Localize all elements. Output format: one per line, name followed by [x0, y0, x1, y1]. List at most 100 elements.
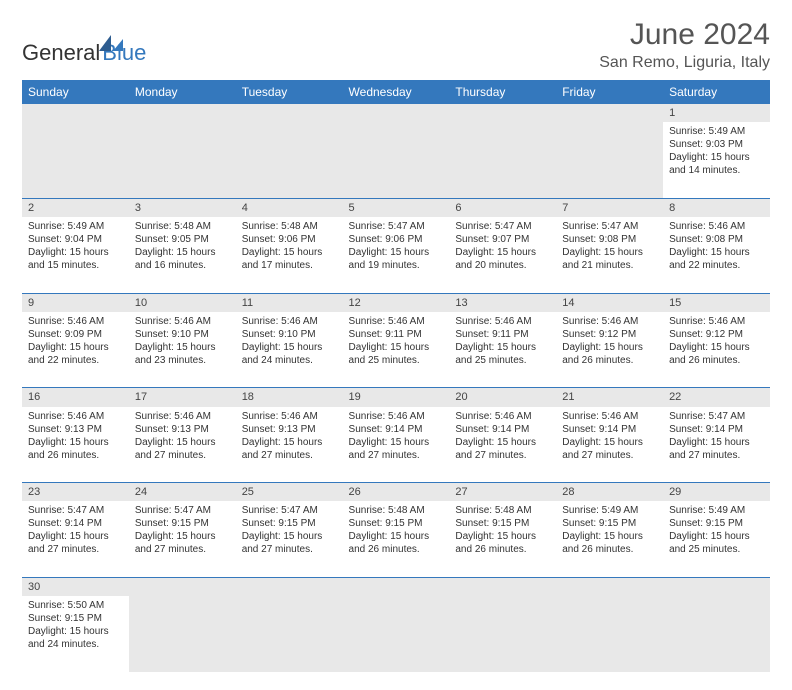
- day-details: Sunrise: 5:47 AMSunset: 9:14 PMDaylight:…: [28, 504, 123, 556]
- day-number-cell: 28: [556, 483, 663, 502]
- sunset: Sunset: 9:10 PM: [135, 328, 230, 341]
- day-number: 10: [135, 297, 147, 309]
- day-number-cell: [449, 577, 556, 596]
- location: San Remo, Liguria, Italy: [599, 54, 770, 72]
- day-number-cell: 25: [236, 483, 343, 502]
- day-number-cell: 21: [556, 388, 663, 407]
- day-number: 23: [28, 486, 40, 498]
- day-number-row: 30: [22, 577, 770, 596]
- day-number-cell: 12: [343, 293, 450, 312]
- day-number: 1: [669, 107, 675, 119]
- sunrise: Sunrise: 5:46 AM: [562, 410, 657, 423]
- day-number: 20: [455, 391, 467, 403]
- day-number-cell: 23: [22, 483, 129, 502]
- sunset: Sunset: 9:03 PM: [669, 138, 764, 151]
- month-title: June 2024: [599, 18, 770, 52]
- day-number: 18: [242, 391, 254, 403]
- sunset: Sunset: 9:13 PM: [242, 423, 337, 436]
- day-cell: [343, 122, 450, 198]
- sunset: Sunset: 9:15 PM: [455, 517, 550, 530]
- sunrise: Sunrise: 5:46 AM: [349, 410, 444, 423]
- day-details: Sunrise: 5:47 AMSunset: 9:06 PMDaylight:…: [349, 220, 444, 272]
- sunrise: Sunrise: 5:46 AM: [562, 315, 657, 328]
- day-cell: Sunrise: 5:46 AMSunset: 9:13 PMDaylight:…: [22, 407, 129, 483]
- day-number: 28: [562, 486, 574, 498]
- day-cell: [236, 596, 343, 672]
- day-number-row: 2345678: [22, 198, 770, 217]
- day-number-row: 9101112131415: [22, 293, 770, 312]
- sunrise: Sunrise: 5:50 AM: [28, 599, 123, 612]
- sunrise: Sunrise: 5:47 AM: [135, 504, 230, 517]
- day-cell: Sunrise: 5:46 AMSunset: 9:13 PMDaylight:…: [236, 407, 343, 483]
- day-number: 21: [562, 391, 574, 403]
- sunset: Sunset: 9:08 PM: [669, 233, 764, 246]
- daylight: Daylight: 15 hours and 27 minutes.: [242, 530, 337, 556]
- sunrise: Sunrise: 5:47 AM: [28, 504, 123, 517]
- sail-icon: [97, 33, 125, 53]
- day-details: Sunrise: 5:48 AMSunset: 9:15 PMDaylight:…: [455, 504, 550, 556]
- daylight: Daylight: 15 hours and 23 minutes.: [135, 341, 230, 367]
- day-number-cell: 20: [449, 388, 556, 407]
- logo-text-1: General: [22, 40, 100, 66]
- day-number-cell: [556, 577, 663, 596]
- day-number-cell: [236, 577, 343, 596]
- day-number-cell: [449, 104, 556, 122]
- sunset: Sunset: 9:06 PM: [349, 233, 444, 246]
- day-cell: [663, 596, 770, 672]
- day-cell: Sunrise: 5:48 AMSunset: 9:15 PMDaylight:…: [343, 501, 450, 577]
- daylight: Daylight: 15 hours and 20 minutes.: [455, 246, 550, 272]
- day-number-cell: 3: [129, 198, 236, 217]
- day-number-cell: 13: [449, 293, 556, 312]
- day-details: Sunrise: 5:46 AMSunset: 9:11 PMDaylight:…: [455, 315, 550, 367]
- day-number-cell: [236, 104, 343, 122]
- day-cell: Sunrise: 5:46 AMSunset: 9:10 PMDaylight:…: [236, 312, 343, 388]
- daylight: Daylight: 15 hours and 27 minutes.: [242, 436, 337, 462]
- weekday-header: Wednesday: [343, 80, 450, 104]
- day-details: Sunrise: 5:46 AMSunset: 9:14 PMDaylight:…: [349, 410, 444, 462]
- day-number-cell: 8: [663, 198, 770, 217]
- day-number-cell: 14: [556, 293, 663, 312]
- day-details: Sunrise: 5:47 AMSunset: 9:14 PMDaylight:…: [669, 410, 764, 462]
- day-cell: Sunrise: 5:48 AMSunset: 9:15 PMDaylight:…: [449, 501, 556, 577]
- day-number: 3: [135, 202, 141, 214]
- week-row: Sunrise: 5:46 AMSunset: 9:13 PMDaylight:…: [22, 407, 770, 483]
- day-details: Sunrise: 5:46 AMSunset: 9:14 PMDaylight:…: [455, 410, 550, 462]
- day-number: 29: [669, 486, 681, 498]
- day-number: 19: [349, 391, 361, 403]
- day-number: 9: [28, 297, 34, 309]
- day-details: Sunrise: 5:46 AMSunset: 9:10 PMDaylight:…: [135, 315, 230, 367]
- day-cell: Sunrise: 5:49 AMSunset: 9:04 PMDaylight:…: [22, 217, 129, 293]
- day-number-row: 23242526272829: [22, 483, 770, 502]
- day-details: Sunrise: 5:46 AMSunset: 9:11 PMDaylight:…: [349, 315, 444, 367]
- day-number-cell: [663, 577, 770, 596]
- daylight: Daylight: 15 hours and 15 minutes.: [28, 246, 123, 272]
- sunset: Sunset: 9:14 PM: [455, 423, 550, 436]
- day-number-cell: 11: [236, 293, 343, 312]
- daylight: Daylight: 15 hours and 26 minutes.: [455, 530, 550, 556]
- day-cell: [556, 596, 663, 672]
- sunset: Sunset: 9:15 PM: [349, 517, 444, 530]
- sunset: Sunset: 9:14 PM: [349, 423, 444, 436]
- day-details: Sunrise: 5:46 AMSunset: 9:12 PMDaylight:…: [669, 315, 764, 367]
- day-number-cell: 10: [129, 293, 236, 312]
- day-details: Sunrise: 5:48 AMSunset: 9:06 PMDaylight:…: [242, 220, 337, 272]
- day-details: Sunrise: 5:49 AMSunset: 9:15 PMDaylight:…: [669, 504, 764, 556]
- day-cell: Sunrise: 5:46 AMSunset: 9:14 PMDaylight:…: [343, 407, 450, 483]
- day-number: 2: [28, 202, 34, 214]
- daylight: Daylight: 15 hours and 27 minutes.: [455, 436, 550, 462]
- day-cell: Sunrise: 5:47 AMSunset: 9:07 PMDaylight:…: [449, 217, 556, 293]
- sunrise: Sunrise: 5:48 AM: [455, 504, 550, 517]
- day-number: 5: [349, 202, 355, 214]
- day-cell: Sunrise: 5:47 AMSunset: 9:14 PMDaylight:…: [22, 501, 129, 577]
- sunrise: Sunrise: 5:46 AM: [28, 410, 123, 423]
- daylight: Daylight: 15 hours and 24 minutes.: [242, 341, 337, 367]
- day-cell: Sunrise: 5:49 AMSunset: 9:03 PMDaylight:…: [663, 122, 770, 198]
- day-details: Sunrise: 5:47 AMSunset: 9:15 PMDaylight:…: [135, 504, 230, 556]
- sunset: Sunset: 9:10 PM: [242, 328, 337, 341]
- sunset: Sunset: 9:12 PM: [669, 328, 764, 341]
- day-details: Sunrise: 5:46 AMSunset: 9:13 PMDaylight:…: [242, 410, 337, 462]
- weekday-header: Sunday: [22, 80, 129, 104]
- day-number-cell: [343, 104, 450, 122]
- day-number: 14: [562, 297, 574, 309]
- day-number-cell: 9: [22, 293, 129, 312]
